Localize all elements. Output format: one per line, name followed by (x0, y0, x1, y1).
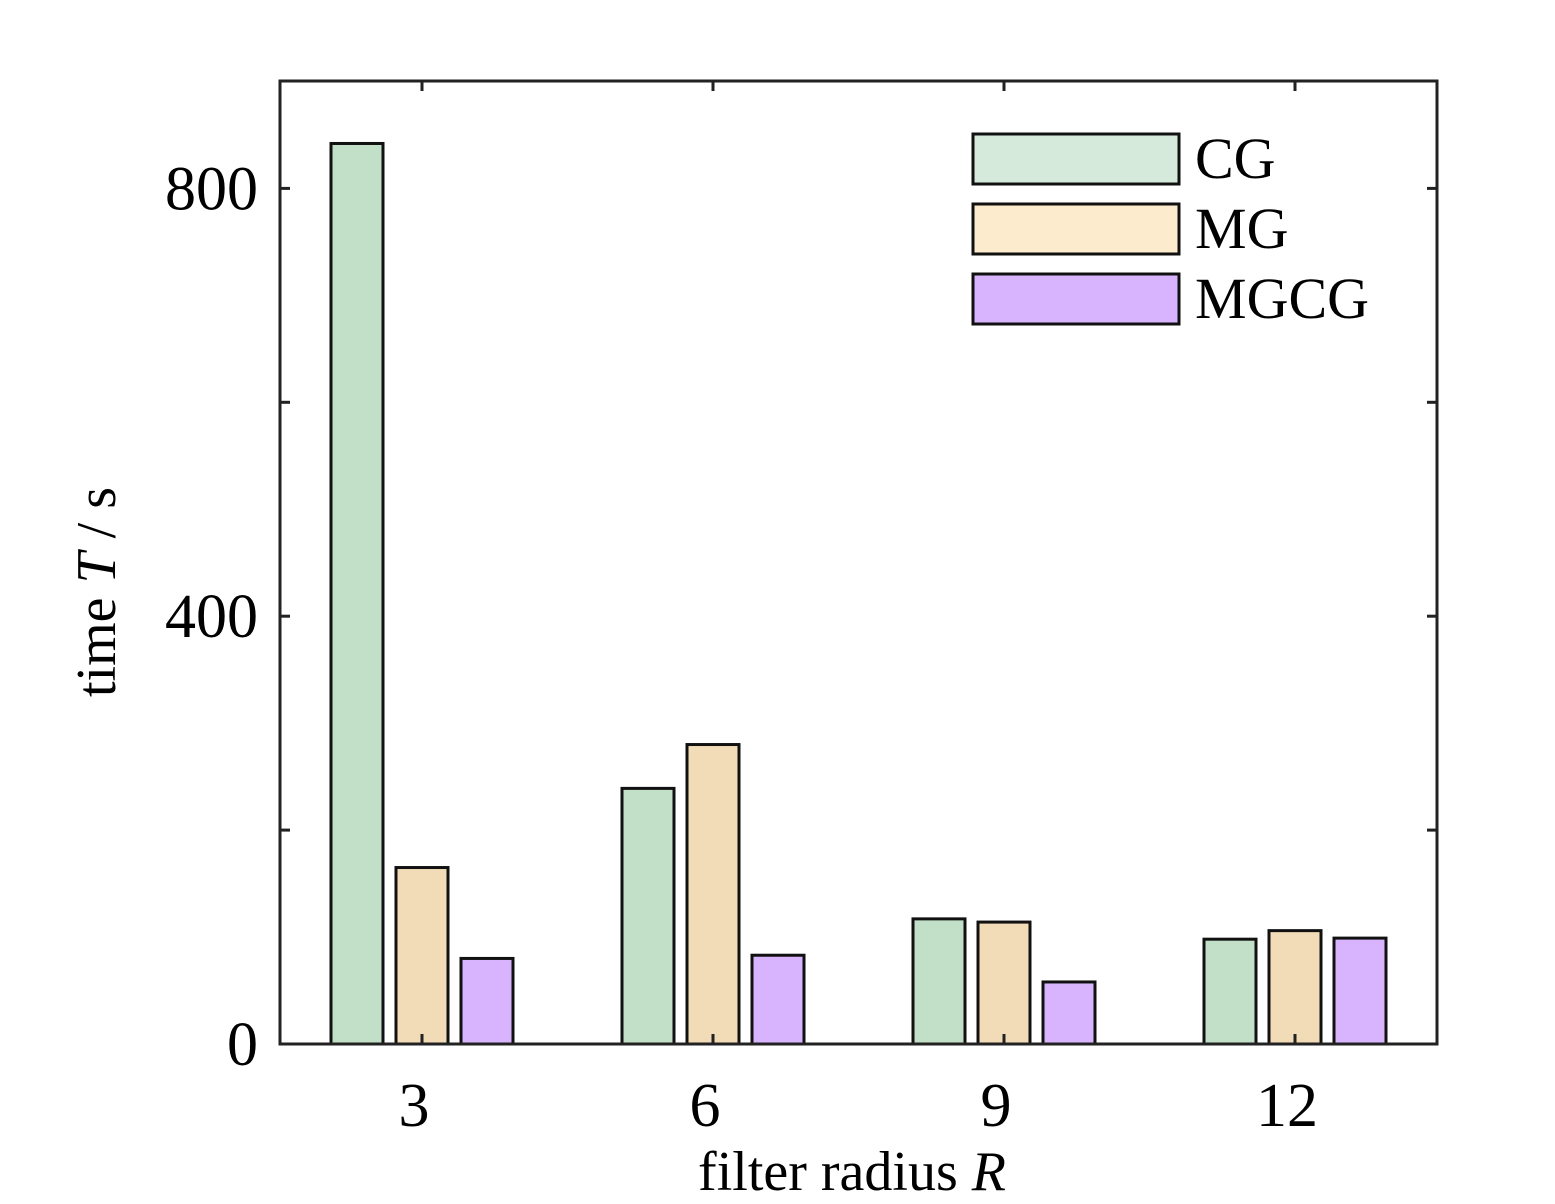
x-tick-label: 6 (690, 1072, 721, 1140)
x-axis-ticks: 3 6 9 12 (399, 81, 1318, 1140)
bar-mg-9 (976, 920, 1032, 1046)
y-axis-ticks: 0 400 800 (165, 155, 1437, 1079)
bar-cg-12 (1202, 937, 1258, 1046)
bar-cg-9 (911, 917, 967, 1046)
y-axis-label: time T / s (66, 487, 128, 697)
x-tick-label: 9 (981, 1072, 1012, 1140)
bar-mg-3 (394, 866, 450, 1046)
bar-mgcg-9 (1041, 980, 1097, 1046)
plot-area-frame (278, 79, 1439, 1046)
bar-mg-12 (1267, 929, 1323, 1046)
x-tick-label: 12 (1256, 1072, 1318, 1140)
bar-mgcg-3 (459, 956, 515, 1046)
bars-group (329, 141, 1388, 1046)
x-tick-label: 3 (399, 1072, 430, 1140)
legend-label-mg: MG (1195, 196, 1288, 261)
bar-cg-3 (329, 141, 385, 1046)
legend-swatch-cg (971, 132, 1181, 186)
bar-cg-6 (620, 786, 676, 1046)
y-tick-label: 400 (165, 583, 258, 651)
bar-mgcg-12 (1332, 936, 1388, 1046)
legend-swatch-mgcg (971, 272, 1181, 326)
x-axis-label: filter radius R (698, 1141, 1006, 1203)
legend-label-mgcg: MGCG (1195, 266, 1369, 331)
y-tick-label: 800 (165, 155, 258, 223)
legend-swatch-mg (971, 202, 1181, 256)
legend-label-cg: CG (1195, 126, 1276, 191)
bar-mg-6 (685, 743, 741, 1046)
y-tick-label: 0 (227, 1011, 258, 1079)
bar-mgcg-6 (750, 953, 806, 1046)
